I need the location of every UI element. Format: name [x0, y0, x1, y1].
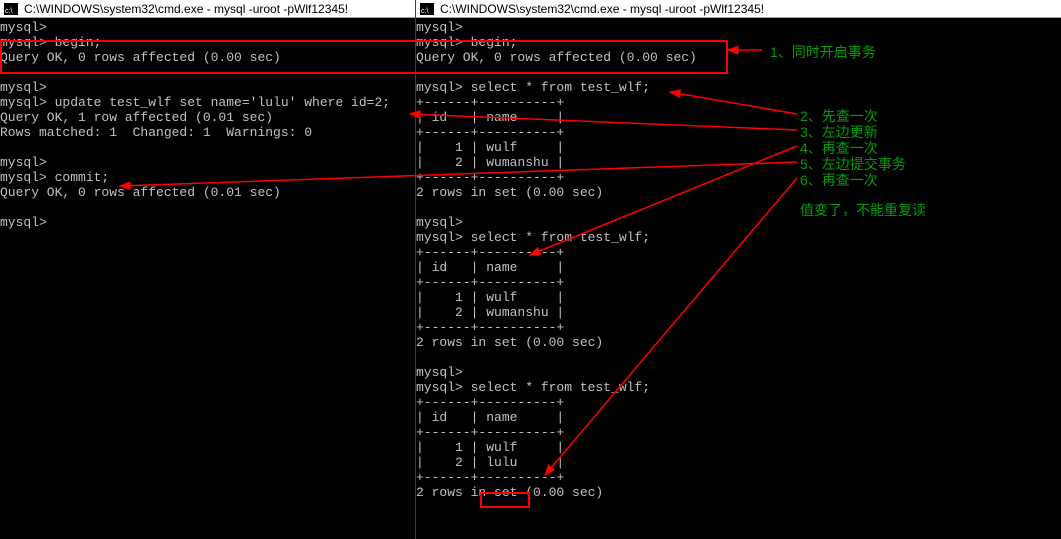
container: C:\WINDOWS\system32\cmd.exe - mysql -uro… — [0, 0, 1061, 539]
terminal-line: +------+----------+ — [416, 170, 1061, 185]
annotation-7: 值变了，不能重复读 — [800, 200, 926, 220]
terminal-line — [0, 140, 415, 155]
left-pane: C:\WINDOWS\system32\cmd.exe - mysql -uro… — [0, 0, 416, 539]
right-pane: C:\WINDOWS\system32\cmd.exe - mysql -uro… — [416, 0, 1061, 539]
left-title-text: C:\WINDOWS\system32\cmd.exe - mysql -uro… — [24, 0, 348, 18]
cmd-icon — [4, 3, 18, 15]
highlight-box-lulu — [480, 492, 530, 508]
terminal-line: mysql> update test_wlf set name='lulu' w… — [0, 95, 415, 110]
terminal-line: mysql> select * from test_wlf; — [416, 230, 1061, 245]
right-title-text: C:\WINDOWS\system32\cmd.exe - mysql -uro… — [440, 0, 764, 18]
terminal-line: +------+----------+ — [416, 320, 1061, 335]
terminal-line: | id | name | — [416, 410, 1061, 425]
terminal-line: | 1 | wulf | — [416, 440, 1061, 455]
terminal-line: +------+----------+ — [416, 395, 1061, 410]
terminal-line: mysql> — [416, 20, 1061, 35]
terminal-line: mysql> select * from test_wlf; — [416, 380, 1061, 395]
terminal-line: +------+----------+ — [416, 245, 1061, 260]
right-titlebar[interactable]: C:\WINDOWS\system32\cmd.exe - mysql -uro… — [416, 0, 1061, 18]
terminal-line: 2 rows in set (0.00 sec) — [416, 335, 1061, 350]
terminal-line: +------+----------+ — [416, 275, 1061, 290]
terminal-line: mysql> — [0, 155, 415, 170]
terminal-line: Rows matched: 1 Changed: 1 Warnings: 0 — [0, 125, 415, 140]
terminal-line: +------+----------+ — [416, 95, 1061, 110]
right-terminal[interactable]: mysql>mysql> begin;Query OK, 0 rows affe… — [416, 18, 1061, 500]
terminal-line: +------+----------+ — [416, 470, 1061, 485]
terminal-line — [416, 200, 1061, 215]
terminal-line: | 1 | wulf | — [416, 290, 1061, 305]
terminal-line: | 2 | wumanshu | — [416, 305, 1061, 320]
terminal-line: | id | name | — [416, 110, 1061, 125]
terminal-line: | 2 | lulu | — [416, 455, 1061, 470]
terminal-line: mysql> — [0, 20, 415, 35]
terminal-line: Query OK, 0 rows affected (0.01 sec) — [0, 185, 415, 200]
terminal-line: mysql> — [416, 215, 1061, 230]
terminal-line: +------+----------+ — [416, 425, 1061, 440]
terminal-line: | 1 | wulf | — [416, 140, 1061, 155]
terminal-line: Query OK, 1 row affected (0.01 sec) — [0, 110, 415, 125]
cmd-icon — [420, 3, 434, 15]
terminal-line: | 2 | wumanshu | — [416, 155, 1061, 170]
terminal-line — [416, 350, 1061, 365]
left-titlebar[interactable]: C:\WINDOWS\system32\cmd.exe - mysql -uro… — [0, 0, 415, 18]
annotation-6: 6、再查一次 — [800, 170, 878, 190]
terminal-line: mysql> — [0, 80, 415, 95]
terminal-line: mysql> commit; — [0, 170, 415, 185]
highlight-box-begin — [0, 40, 728, 74]
terminal-line: 2 rows in set (0.00 sec) — [416, 185, 1061, 200]
terminal-line: mysql> — [0, 215, 415, 230]
terminal-line: mysql> select * from test_wlf; — [416, 80, 1061, 95]
terminal-line: +------+----------+ — [416, 125, 1061, 140]
terminal-line: | id | name | — [416, 260, 1061, 275]
annotation-1: 1、同时开启事务 — [770, 42, 876, 62]
terminal-line — [0, 200, 415, 215]
terminal-line: mysql> — [416, 365, 1061, 380]
